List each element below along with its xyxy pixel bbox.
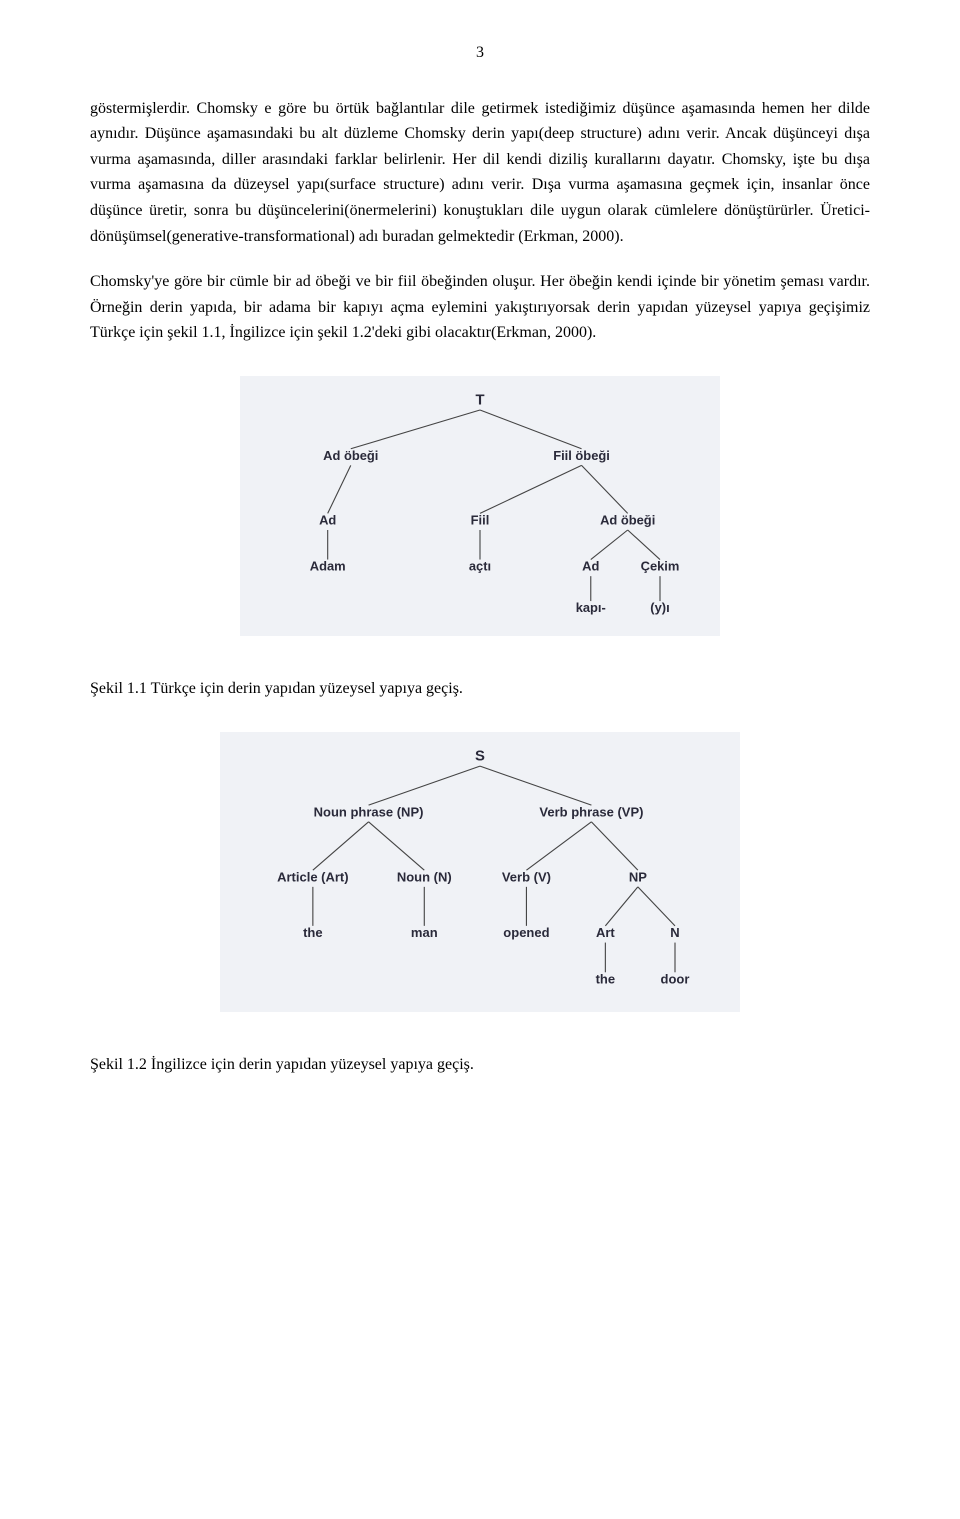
tree-node-label: Verb (V) [502,869,551,884]
tree-edge [480,766,591,805]
paragraph-2: Chomsky'ye göre bir cümle bir ad öbeği v… [90,269,870,346]
tree-node-label: açtı [469,559,491,574]
tree-edge [328,465,351,513]
tree-edge [369,821,425,869]
tree-node-label: Adam [310,559,346,574]
tree-edge [351,410,480,449]
tree-node-label: Ad [319,512,336,527]
tree-edge [591,530,628,560]
tree-node-label: (y)ı [650,600,669,615]
tree-node-label: Ad öbeği [323,448,378,463]
figure-1-caption: Şekil 1.1 Türkçe için derin yapıdan yüze… [90,676,870,702]
tree-edge [526,821,591,869]
tree-node-label: man [411,925,438,940]
tree-node-label: the [303,925,323,940]
tree-edge [591,821,637,869]
tree-node-label: Fiil [471,512,490,527]
tree-node-label: Verb phrase (VP) [539,804,643,819]
tree-node-label: kapı- [576,600,606,615]
page-number: 3 [90,40,870,66]
tree-node-label: Ad öbeği [600,512,655,527]
syntax-tree-english: S Noun phrase (NP) Verb phrase (VP) Article… [220,732,740,1012]
figure-2-caption: Şekil 1.2 İngilizce için derin yapıdan y… [90,1052,870,1078]
tree-node-label: Fiil öbeği [553,448,610,463]
tree-node-label: Noun phrase (NP) [314,804,424,819]
tree-edge [628,530,660,560]
tree-node-label: Art [596,925,615,940]
tree-edge [582,465,628,513]
tree-node-label: Ad [582,559,599,574]
tree-edge [480,410,582,449]
tree-node-label: Noun (N) [397,869,452,884]
tree-edge [369,766,480,805]
tree-edge [605,886,638,925]
tree-edge [313,821,369,869]
tree-node-label: Article (Art) [277,869,349,884]
tree-node-label: N [670,925,679,940]
tree-node-label: S [475,748,485,764]
tree-node-label: NP [629,869,647,884]
tree-node-label: Çekim [641,559,680,574]
tree-edge [638,886,675,925]
syntax-tree-turkish: T Ad öbeği Fiil öbeği Ad Fiil Ad öbeği Adam açt… [240,376,720,636]
tree-node-label: door [661,971,690,986]
tree-node-label: the [596,971,616,986]
tree-node-label: opened [503,925,549,940]
tree-edge [480,465,582,513]
tree-node-label: T [475,392,484,408]
paragraph-1: göstermişlerdir. Chomsky e göre bu örtük… [90,96,870,250]
